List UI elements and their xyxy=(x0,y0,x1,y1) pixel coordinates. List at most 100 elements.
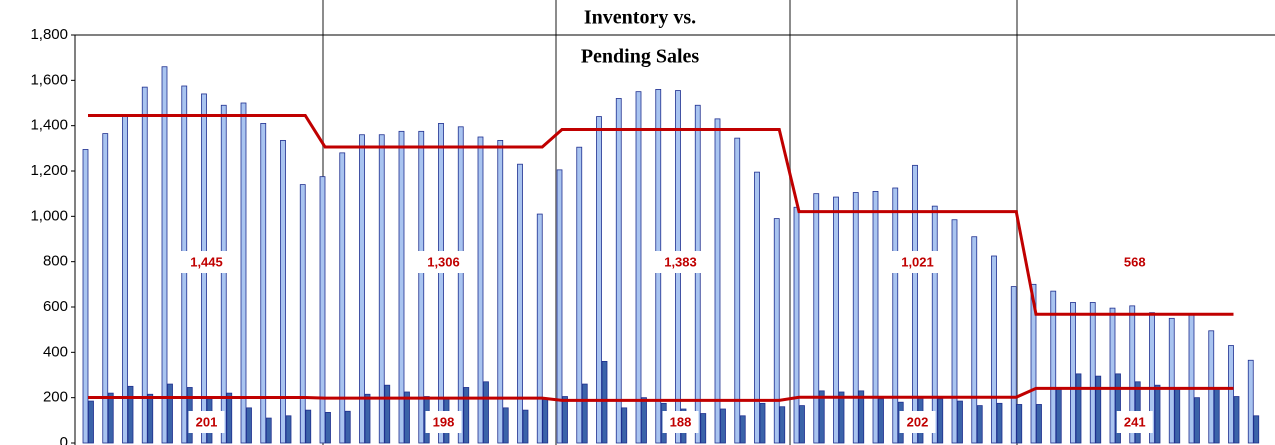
y-tick-label: 0 xyxy=(60,434,68,445)
bar xyxy=(502,407,509,444)
bar xyxy=(556,169,563,444)
bar xyxy=(339,152,346,444)
bar xyxy=(483,381,489,444)
bar xyxy=(240,102,247,444)
bar xyxy=(937,398,944,444)
bar xyxy=(344,410,351,444)
bar xyxy=(858,390,865,444)
y-tick-label: 1,800 xyxy=(30,26,68,43)
bar xyxy=(285,415,292,444)
value-label: 188 xyxy=(670,414,692,429)
bar xyxy=(1050,290,1057,444)
value-label: 241 xyxy=(1124,414,1146,429)
bar xyxy=(1095,375,1102,444)
bar xyxy=(996,402,1003,444)
y-tick-label: 1,400 xyxy=(30,117,68,134)
bar xyxy=(596,116,602,444)
bar xyxy=(1168,317,1175,444)
bar xyxy=(299,184,306,444)
bar xyxy=(280,139,286,444)
bar xyxy=(779,406,786,444)
value-label-box xyxy=(654,251,707,273)
bar xyxy=(754,171,760,444)
bar xyxy=(1188,314,1195,444)
value-label: 1,383 xyxy=(664,254,697,269)
bar xyxy=(621,407,628,444)
bar xyxy=(615,98,622,444)
bar xyxy=(641,397,647,444)
bar xyxy=(951,219,958,444)
bar xyxy=(1194,397,1200,444)
bar xyxy=(1115,373,1121,444)
bar xyxy=(88,400,94,444)
bar xyxy=(838,391,845,444)
bar xyxy=(161,66,168,444)
bar xyxy=(976,405,983,444)
bar xyxy=(141,86,148,444)
chart-title: Pending Sales xyxy=(581,46,700,68)
y-tick-label: 800 xyxy=(43,253,68,270)
value-label-box xyxy=(662,411,699,433)
bar xyxy=(700,413,707,444)
bar xyxy=(1149,312,1155,444)
chart-title: Inventory vs. xyxy=(584,7,696,29)
bar xyxy=(1233,396,1240,444)
bar xyxy=(1016,404,1023,444)
value-label-box xyxy=(425,411,462,433)
y-tick-label: 1,200 xyxy=(30,162,68,179)
bar xyxy=(1109,307,1116,444)
bar xyxy=(438,123,444,444)
bar xyxy=(265,417,272,444)
bar xyxy=(102,133,109,444)
bar xyxy=(799,405,805,444)
bar xyxy=(1010,286,1017,444)
y-tick-label: 200 xyxy=(43,389,68,406)
bar xyxy=(319,176,326,444)
bar xyxy=(226,392,233,444)
bar xyxy=(872,190,879,444)
bar xyxy=(1075,373,1082,444)
bar xyxy=(220,104,227,444)
bar xyxy=(497,139,504,444)
bar xyxy=(1247,359,1254,444)
value-label-box xyxy=(180,251,233,273)
bar xyxy=(418,130,425,444)
bar xyxy=(601,360,608,444)
average-line xyxy=(88,386,1234,402)
bar xyxy=(457,126,464,444)
bar xyxy=(878,398,884,444)
bar xyxy=(1253,415,1260,444)
bar xyxy=(359,134,365,444)
bar xyxy=(759,402,766,444)
bar xyxy=(931,205,938,444)
value-label-box xyxy=(891,251,944,273)
value-label: 198 xyxy=(433,414,455,429)
bar xyxy=(107,392,114,444)
bar xyxy=(720,408,726,444)
value-label: 202 xyxy=(907,414,929,429)
bar xyxy=(852,192,859,444)
bar xyxy=(477,136,484,444)
value-label-box xyxy=(1116,411,1153,433)
y-tick-label: 1,000 xyxy=(30,207,68,224)
bar xyxy=(635,91,642,444)
bar xyxy=(1070,302,1076,444)
bar xyxy=(991,255,997,444)
bar xyxy=(581,383,588,444)
bar xyxy=(833,196,839,444)
bar xyxy=(260,123,267,444)
y-tick-label: 400 xyxy=(43,343,68,360)
bar xyxy=(364,393,371,444)
bar xyxy=(517,163,523,444)
average-line xyxy=(88,113,1234,316)
bar xyxy=(818,390,825,444)
bar xyxy=(1055,388,1062,444)
bar xyxy=(957,400,963,444)
bar xyxy=(1129,305,1136,444)
bar xyxy=(384,384,391,444)
bar xyxy=(1030,283,1037,444)
bar xyxy=(305,409,312,444)
value-label-box xyxy=(899,411,936,433)
bar xyxy=(522,409,529,444)
